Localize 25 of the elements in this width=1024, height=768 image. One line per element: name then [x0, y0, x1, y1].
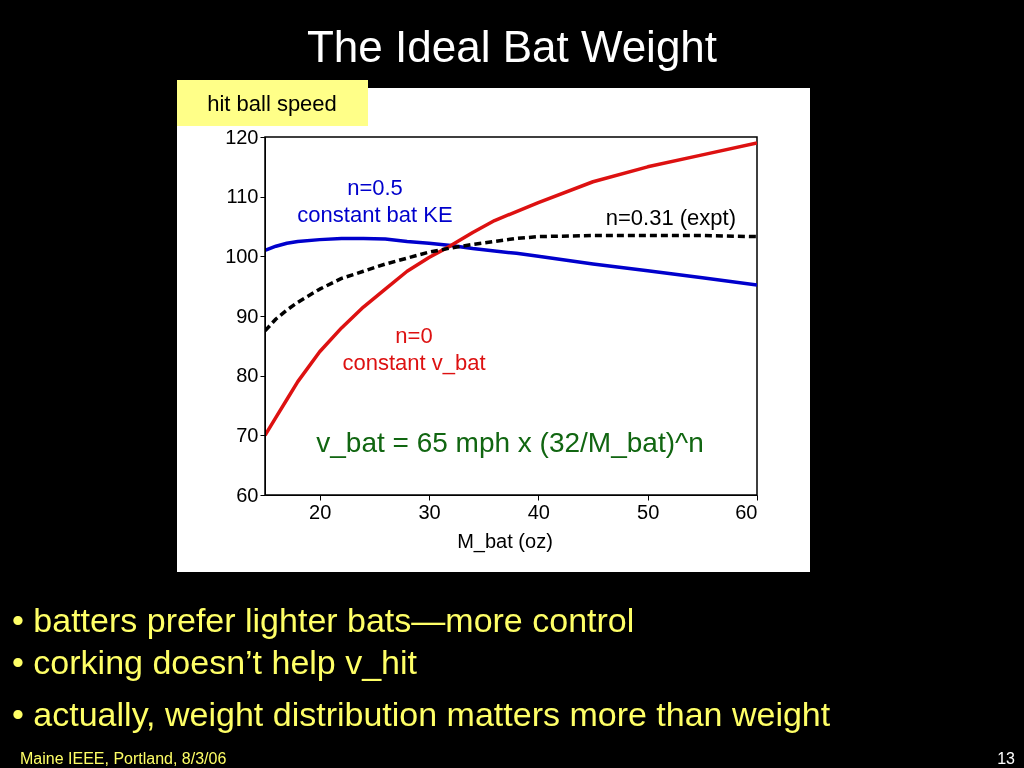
- y-tick-label: 120: [225, 125, 259, 148]
- x-axis-title: M_bat (oz): [457, 530, 553, 553]
- text: • corking doesn’t help v_hit: [12, 643, 418, 681]
- y-tick-label: 110: [226, 185, 259, 208]
- x-tick-label: 60: [735, 500, 758, 523]
- x-tick-label: 40: [527, 500, 550, 523]
- x-tick-label: 50: [637, 500, 660, 523]
- annotation: v_bat = 65 mph x (32/M_bat)^n: [316, 427, 704, 458]
- series-label: n=0.5 constant bat KE: [297, 175, 453, 227]
- line-series: [265, 236, 757, 287]
- text: 13: [997, 750, 1016, 767]
- text: Maine IEEE, Portland, 8/3/06: [20, 750, 227, 767]
- x-tick-label: 20: [309, 500, 332, 523]
- y-tick-label: 70: [236, 423, 259, 446]
- text: • actually, weight distribution matters more than weight: [12, 695, 831, 733]
- y-tick-label: 60: [236, 483, 259, 506]
- text: • batters prefer lighter bats—more control: [12, 601, 635, 639]
- series-label: n=0.31 (expt): [605, 205, 736, 230]
- y-tick-label: 100: [225, 244, 259, 267]
- x-tick-label: 30: [418, 500, 441, 523]
- y-tick-label: 80: [236, 364, 259, 387]
- y-axis-title: hit ball speed: [207, 91, 337, 116]
- chart-title: The Ideal Bat Weight: [306, 22, 718, 71]
- series-label: n=0 constant v_bat: [342, 323, 486, 375]
- y-tick-label: 90: [236, 304, 259, 327]
